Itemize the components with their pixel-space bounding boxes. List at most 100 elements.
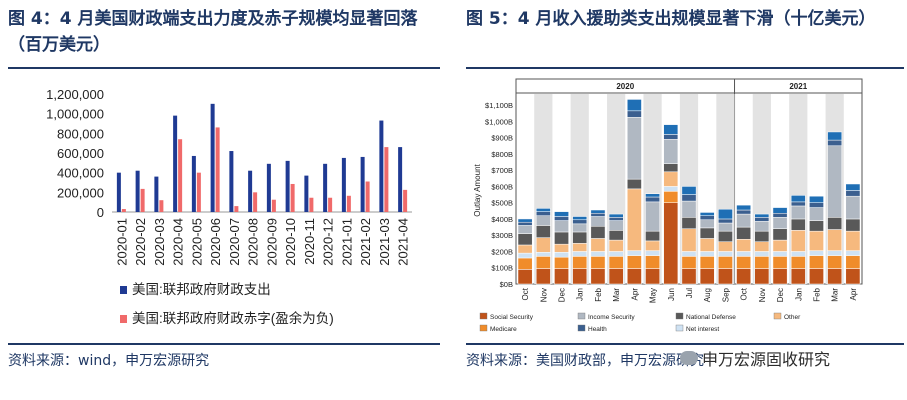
stack-segment (517, 252, 533, 259)
bar-deficit (121, 209, 126, 212)
stack-segment (754, 217, 770, 222)
stack-segment (736, 213, 751, 228)
bar-spending (135, 170, 140, 212)
stack-segment (718, 222, 733, 232)
stack-segment (627, 99, 642, 112)
legend-swatch (120, 286, 127, 294)
bar-spending (191, 155, 196, 212)
x-tick-label: Jan (576, 288, 585, 301)
x-tick-label: 2021-01 (339, 218, 354, 266)
stack-segment (718, 256, 733, 269)
stack-segment (790, 205, 806, 220)
left-source-rule (8, 343, 440, 345)
x-tick-label: Oct (521, 287, 530, 300)
bar-deficit (365, 181, 370, 212)
legend-swatch (773, 312, 782, 320)
stack-segment (681, 251, 697, 257)
stack-segment (754, 221, 770, 232)
stack-segment (645, 250, 660, 256)
stack-segment (608, 251, 624, 257)
x-tick-label: Sep (721, 287, 730, 302)
stack-segment (809, 268, 824, 285)
stack-segment (681, 200, 697, 218)
legend-swatch (675, 312, 684, 320)
stack-segment (663, 171, 679, 187)
stack-segment (736, 204, 751, 211)
y-tick-label: $1,100B (485, 101, 513, 110)
stack-segment (845, 218, 861, 232)
legend-label: 美国:联邦政府财政支出 (132, 282, 271, 297)
x-tick-label: 2020-07 (227, 218, 242, 266)
stack-segment (809, 230, 824, 251)
stack-segment (517, 221, 533, 226)
bar-deficit (384, 147, 389, 212)
stack-segment (809, 250, 824, 256)
stack-segment (681, 268, 697, 285)
bar-spending (248, 170, 253, 212)
x-tick-label: Nov (758, 288, 767, 302)
legend-label: National Defense (686, 314, 736, 321)
stack-segment (517, 257, 533, 270)
bar-deficit (271, 199, 276, 212)
stack-segment (517, 233, 533, 246)
stack-segment (608, 230, 624, 241)
stack-segment (535, 215, 551, 226)
x-tick-label: Mar (831, 288, 840, 302)
stack-segment (681, 186, 697, 195)
stack-segment (554, 211, 569, 217)
stack-segment (517, 225, 533, 234)
legend-label: 美国:联邦政府财政赤字(盈余为负) (132, 310, 334, 326)
stack-segment (827, 145, 843, 218)
bar-spending (285, 160, 290, 212)
stack-segment (699, 268, 715, 285)
stack-segment (590, 251, 606, 257)
stack-segment (790, 251, 806, 257)
stack-segment (663, 134, 679, 140)
stack-segment (845, 190, 861, 197)
bar-spending (341, 157, 346, 212)
bar-deficit (309, 197, 314, 212)
stack-segment (699, 251, 715, 257)
stack-segment (590, 238, 606, 252)
right-chart: 2020 2021 $0B $100B $200B $300B $400B $500B $600… (473, 78, 863, 333)
stack-segment (627, 110, 642, 118)
bar-spending (116, 172, 121, 212)
stack-segment (790, 201, 806, 207)
stack-segment (736, 239, 751, 252)
stack-segment (699, 238, 715, 252)
x-tick-label: Jan (794, 288, 803, 301)
stack-segment (554, 252, 569, 258)
stack-segment (827, 255, 843, 269)
stack-segment (681, 217, 697, 229)
legend-label: Net interest (686, 326, 719, 333)
left-title-rule (8, 67, 440, 69)
stack-segment (845, 255, 861, 269)
stack-segment (572, 219, 588, 225)
stack-segment (663, 202, 679, 285)
bar-deficit (234, 206, 239, 212)
stack-segment (790, 218, 806, 231)
stack-segment (645, 193, 660, 198)
stack-segment (827, 250, 843, 256)
legend-label: Health (588, 326, 607, 333)
legend-swatch (577, 324, 586, 332)
group-label: 2021 (789, 82, 807, 91)
stack-segment (845, 230, 861, 251)
stack-segment (663, 186, 679, 192)
bar-deficit (196, 172, 201, 212)
y-tick-label: $800B (491, 150, 513, 159)
right-source-rule (466, 343, 904, 345)
stack-segment (736, 256, 751, 269)
stack-segment (608, 239, 624, 252)
stack-segment (517, 269, 533, 285)
bar-spending (304, 175, 309, 212)
stack-segment (699, 256, 715, 269)
x-tick-label: Dec (776, 288, 785, 302)
x-tick-label: 2020-06 (208, 218, 223, 266)
stack-segment (790, 268, 806, 285)
x-tick-label: 2021-02 (358, 218, 373, 266)
x-tick-label: Feb (594, 287, 603, 301)
stack-segment (845, 268, 861, 285)
stack-segment (572, 268, 588, 285)
bar-spending (398, 147, 403, 212)
